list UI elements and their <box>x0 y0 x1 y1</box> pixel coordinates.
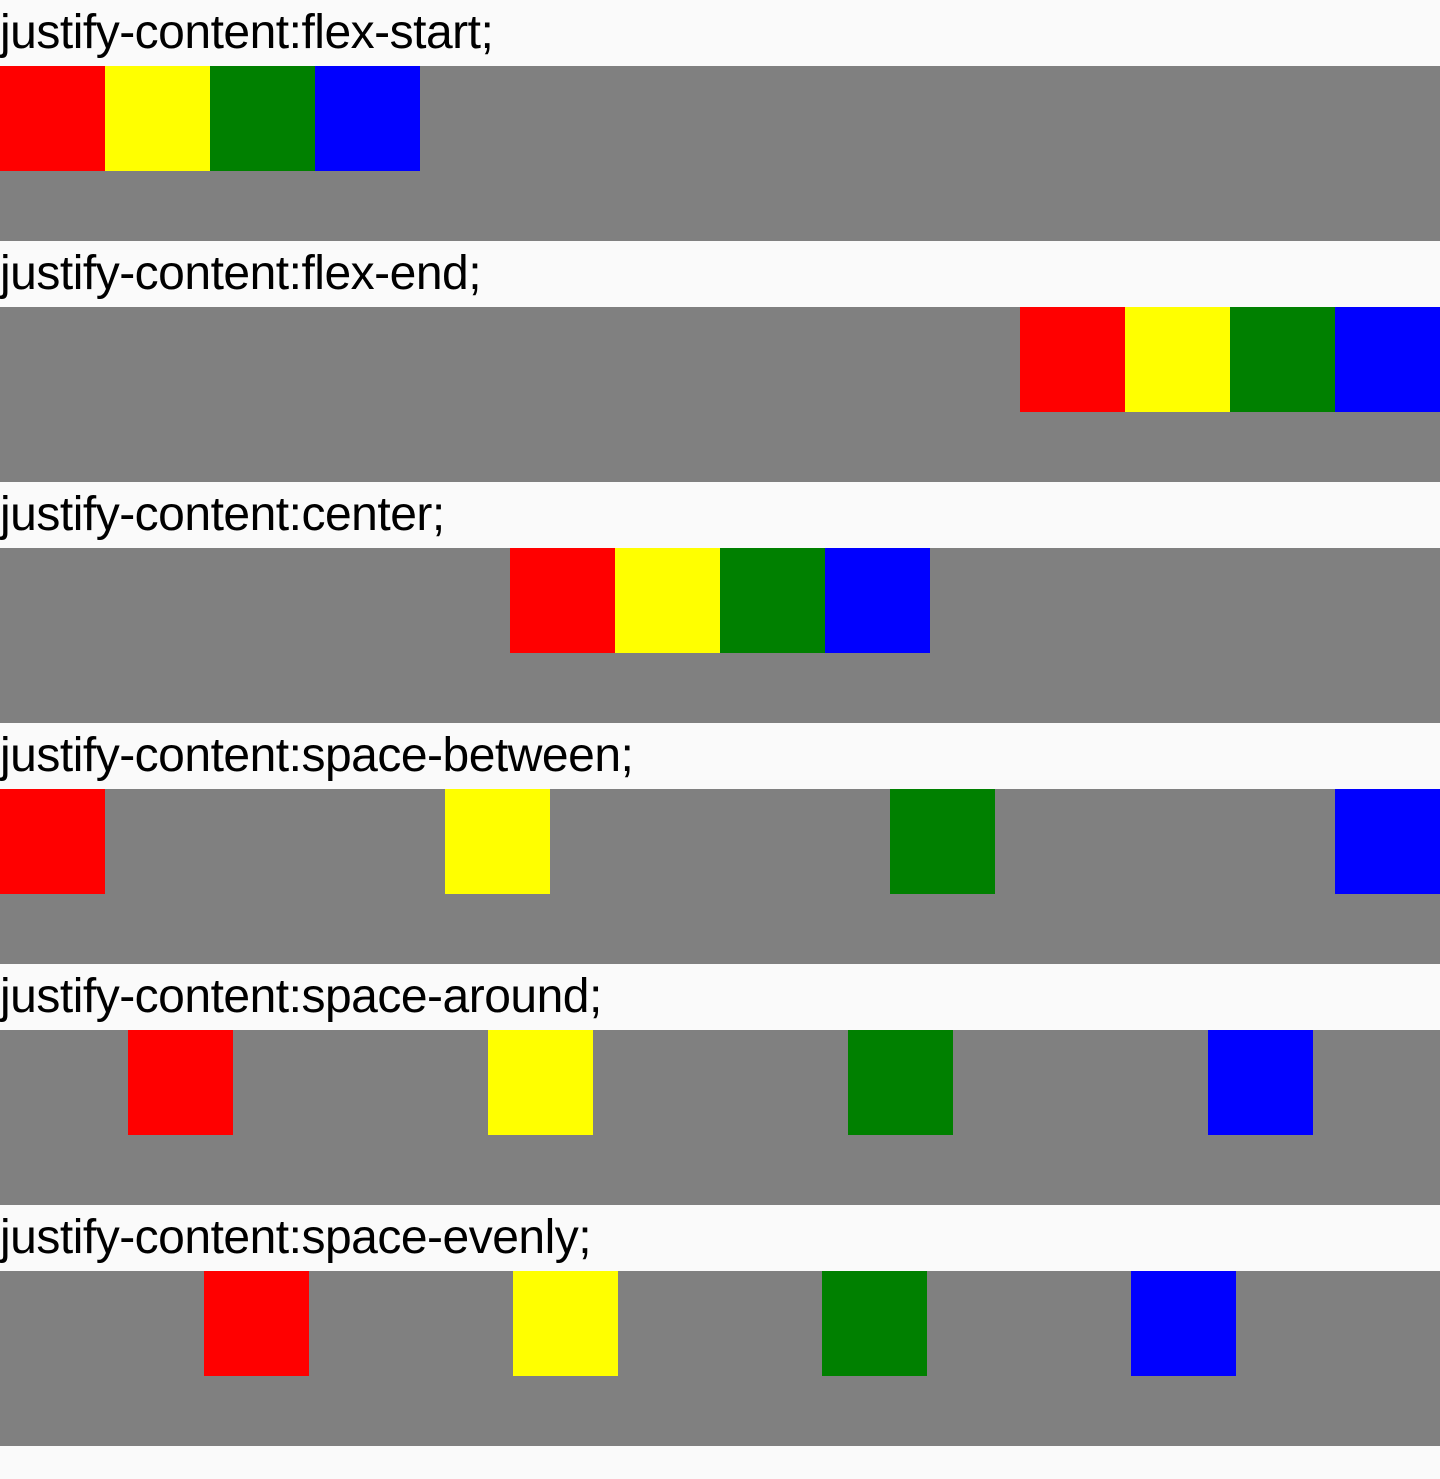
demo-flex-start: justify-content:flex-start; <box>0 0 1440 241</box>
demo-label-center: justify-content:center; <box>0 488 445 541</box>
green-box <box>822 1271 927 1376</box>
demo-space-between: justify-content:space-between; <box>0 723 1440 964</box>
demo-list: justify-content:flex-start; justify-cont… <box>0 0 1440 1446</box>
green-box <box>1230 307 1335 412</box>
green-box <box>847 1030 953 1135</box>
flex-container-space-evenly <box>0 1271 1440 1446</box>
flex-container-center <box>0 548 1440 723</box>
green-box <box>720 548 825 653</box>
flex-container-space-between <box>0 789 1440 964</box>
red-box <box>204 1271 309 1376</box>
demo-flex-end: justify-content:flex-end; <box>0 241 1440 482</box>
yellow-box <box>445 789 550 894</box>
blue-box <box>1335 307 1440 412</box>
flex-container-flex-start <box>0 66 1440 241</box>
demo-center: justify-content:center; <box>0 482 1440 723</box>
demo-label-flex-start: justify-content:flex-start; <box>0 6 494 59</box>
yellow-box <box>487 1030 593 1135</box>
blue-box <box>315 66 420 171</box>
red-box <box>127 1030 233 1135</box>
green-box <box>210 66 315 171</box>
demo-label-space-between: justify-content:space-between; <box>0 729 634 782</box>
demo-space-evenly: justify-content:space-evenly; <box>0 1205 1440 1446</box>
demo-label-space-around: justify-content:space-around; <box>0 970 602 1023</box>
yellow-box <box>615 548 720 653</box>
blue-box <box>1335 789 1440 894</box>
flex-container-flex-end <box>0 307 1440 482</box>
yellow-box <box>105 66 210 171</box>
yellow-box <box>1125 307 1230 412</box>
red-box <box>1020 307 1125 412</box>
green-box <box>890 789 995 894</box>
blue-box <box>1131 1271 1236 1376</box>
demo-space-around: justify-content:space-around; <box>0 964 1440 1205</box>
red-box <box>510 548 615 653</box>
flex-container-space-around <box>0 1030 1440 1205</box>
red-box <box>0 789 105 894</box>
blue-box <box>1207 1030 1313 1135</box>
demo-label-space-evenly: justify-content:space-evenly; <box>0 1211 592 1264</box>
yellow-box <box>513 1271 618 1376</box>
red-box <box>0 66 105 171</box>
blue-box <box>825 548 930 653</box>
demo-label-flex-end: justify-content:flex-end; <box>0 247 482 300</box>
